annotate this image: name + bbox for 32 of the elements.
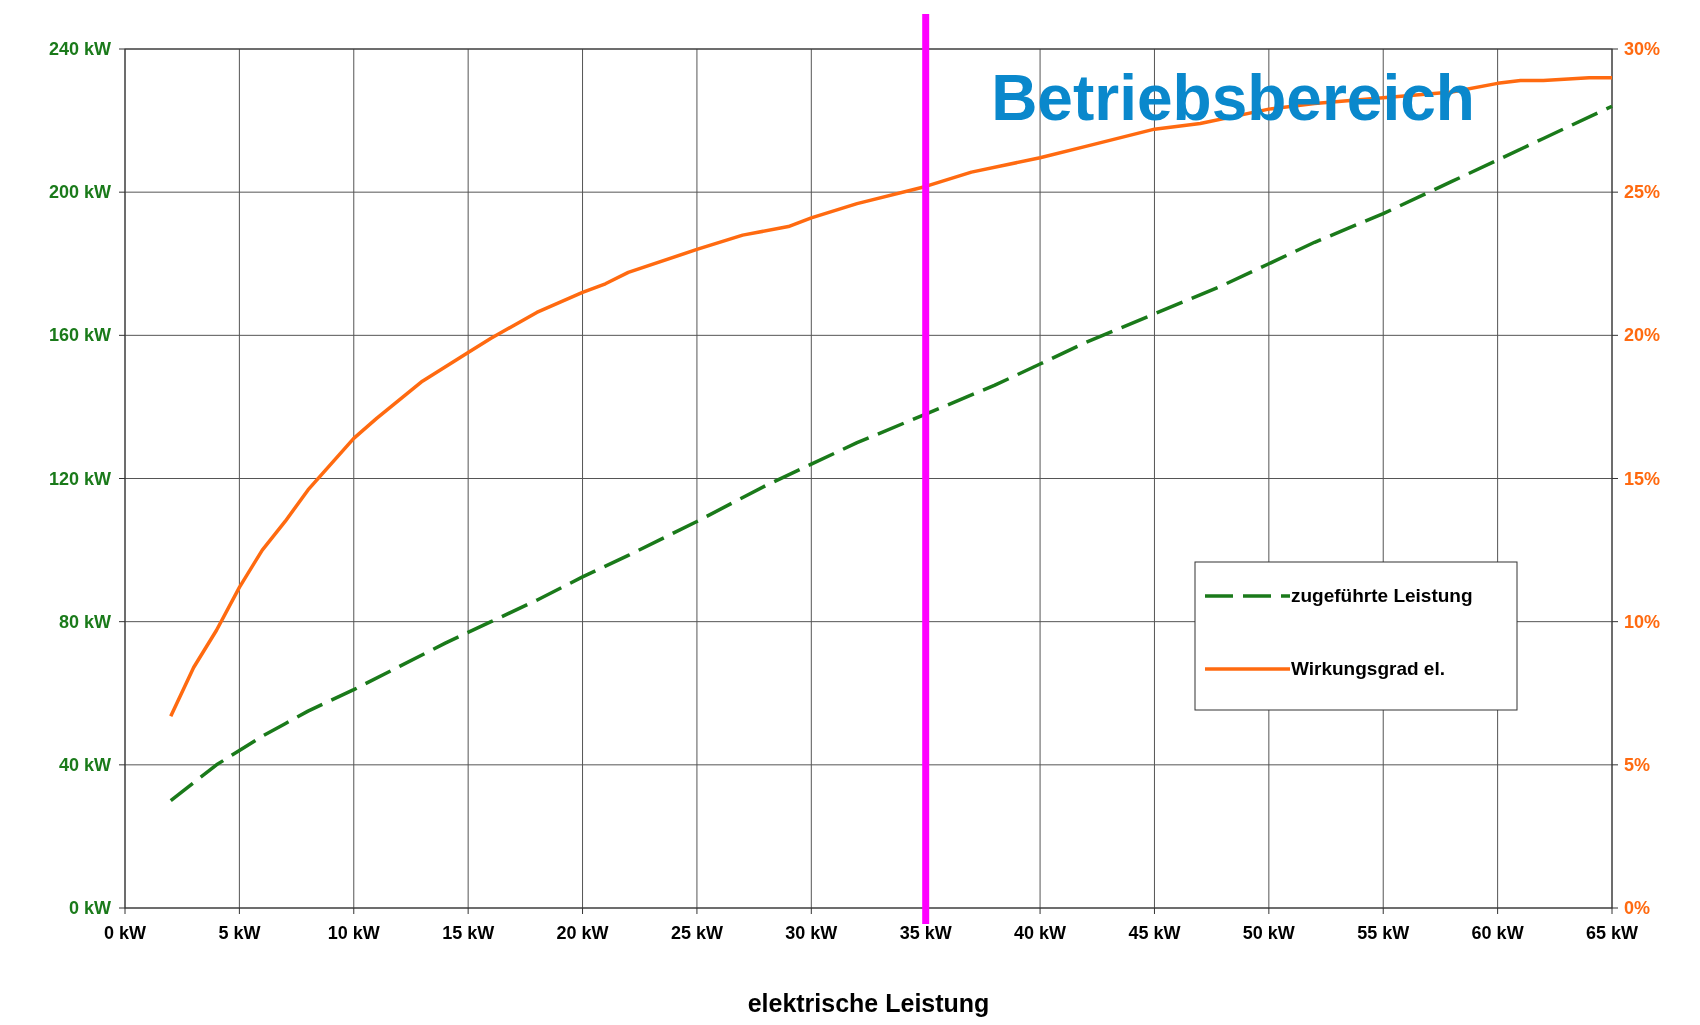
x-tick-label: 15 kW bbox=[442, 923, 495, 943]
x-tick-label: 35 kW bbox=[899, 923, 952, 943]
y2-tick-label: 0% bbox=[1624, 898, 1651, 918]
y-tick-label: 160 kW bbox=[48, 325, 111, 346]
y-tick-label: 200 kW bbox=[48, 182, 111, 203]
y2-tick-label: 10% bbox=[1624, 611, 1661, 632]
x-tick-label: 30 kW bbox=[785, 923, 838, 943]
x-axis-title: elektrische Leistung bbox=[747, 989, 990, 1017]
x-tick-label: 60 kW bbox=[1471, 923, 1524, 943]
y2-tick-label: 25% bbox=[1624, 182, 1661, 203]
y-tick-label: 240 kW bbox=[48, 39, 111, 59]
x-tick-label: 5 kW bbox=[218, 923, 261, 943]
y2-tick-label: 15% bbox=[1624, 468, 1661, 489]
x-tick-label: 25 kW bbox=[670, 923, 723, 943]
x-tick-label: 50 kW bbox=[1242, 923, 1295, 943]
x-tick-label: 0 kW bbox=[103, 923, 147, 943]
y-tick-label: 0 kW bbox=[68, 898, 112, 918]
line-series bbox=[169, 75, 1614, 718]
legend-label: zugeführte Leistung bbox=[1291, 585, 1473, 606]
x-tick-label: 10 kW bbox=[327, 923, 380, 943]
y-tick-label: 40 kW bbox=[58, 754, 111, 775]
x-tick-label: 45 kW bbox=[1128, 923, 1181, 943]
x-tick-label: 65 kW bbox=[1585, 923, 1639, 943]
x-tick-label: 55 kW bbox=[1357, 923, 1410, 943]
y-tick-label: 80 kW bbox=[58, 611, 111, 632]
y2-tick-label: 20% bbox=[1624, 325, 1661, 346]
y2-tick-label: 5% bbox=[1624, 754, 1651, 775]
x-tick-label: 20 kW bbox=[556, 923, 609, 943]
x-tick-label: 40 kW bbox=[1014, 923, 1067, 943]
y2-tick-label: 30% bbox=[1624, 39, 1661, 59]
legend-label: Wirkungsgrad el. bbox=[1291, 658, 1445, 679]
y-tick-label: 120 kW bbox=[48, 468, 111, 489]
